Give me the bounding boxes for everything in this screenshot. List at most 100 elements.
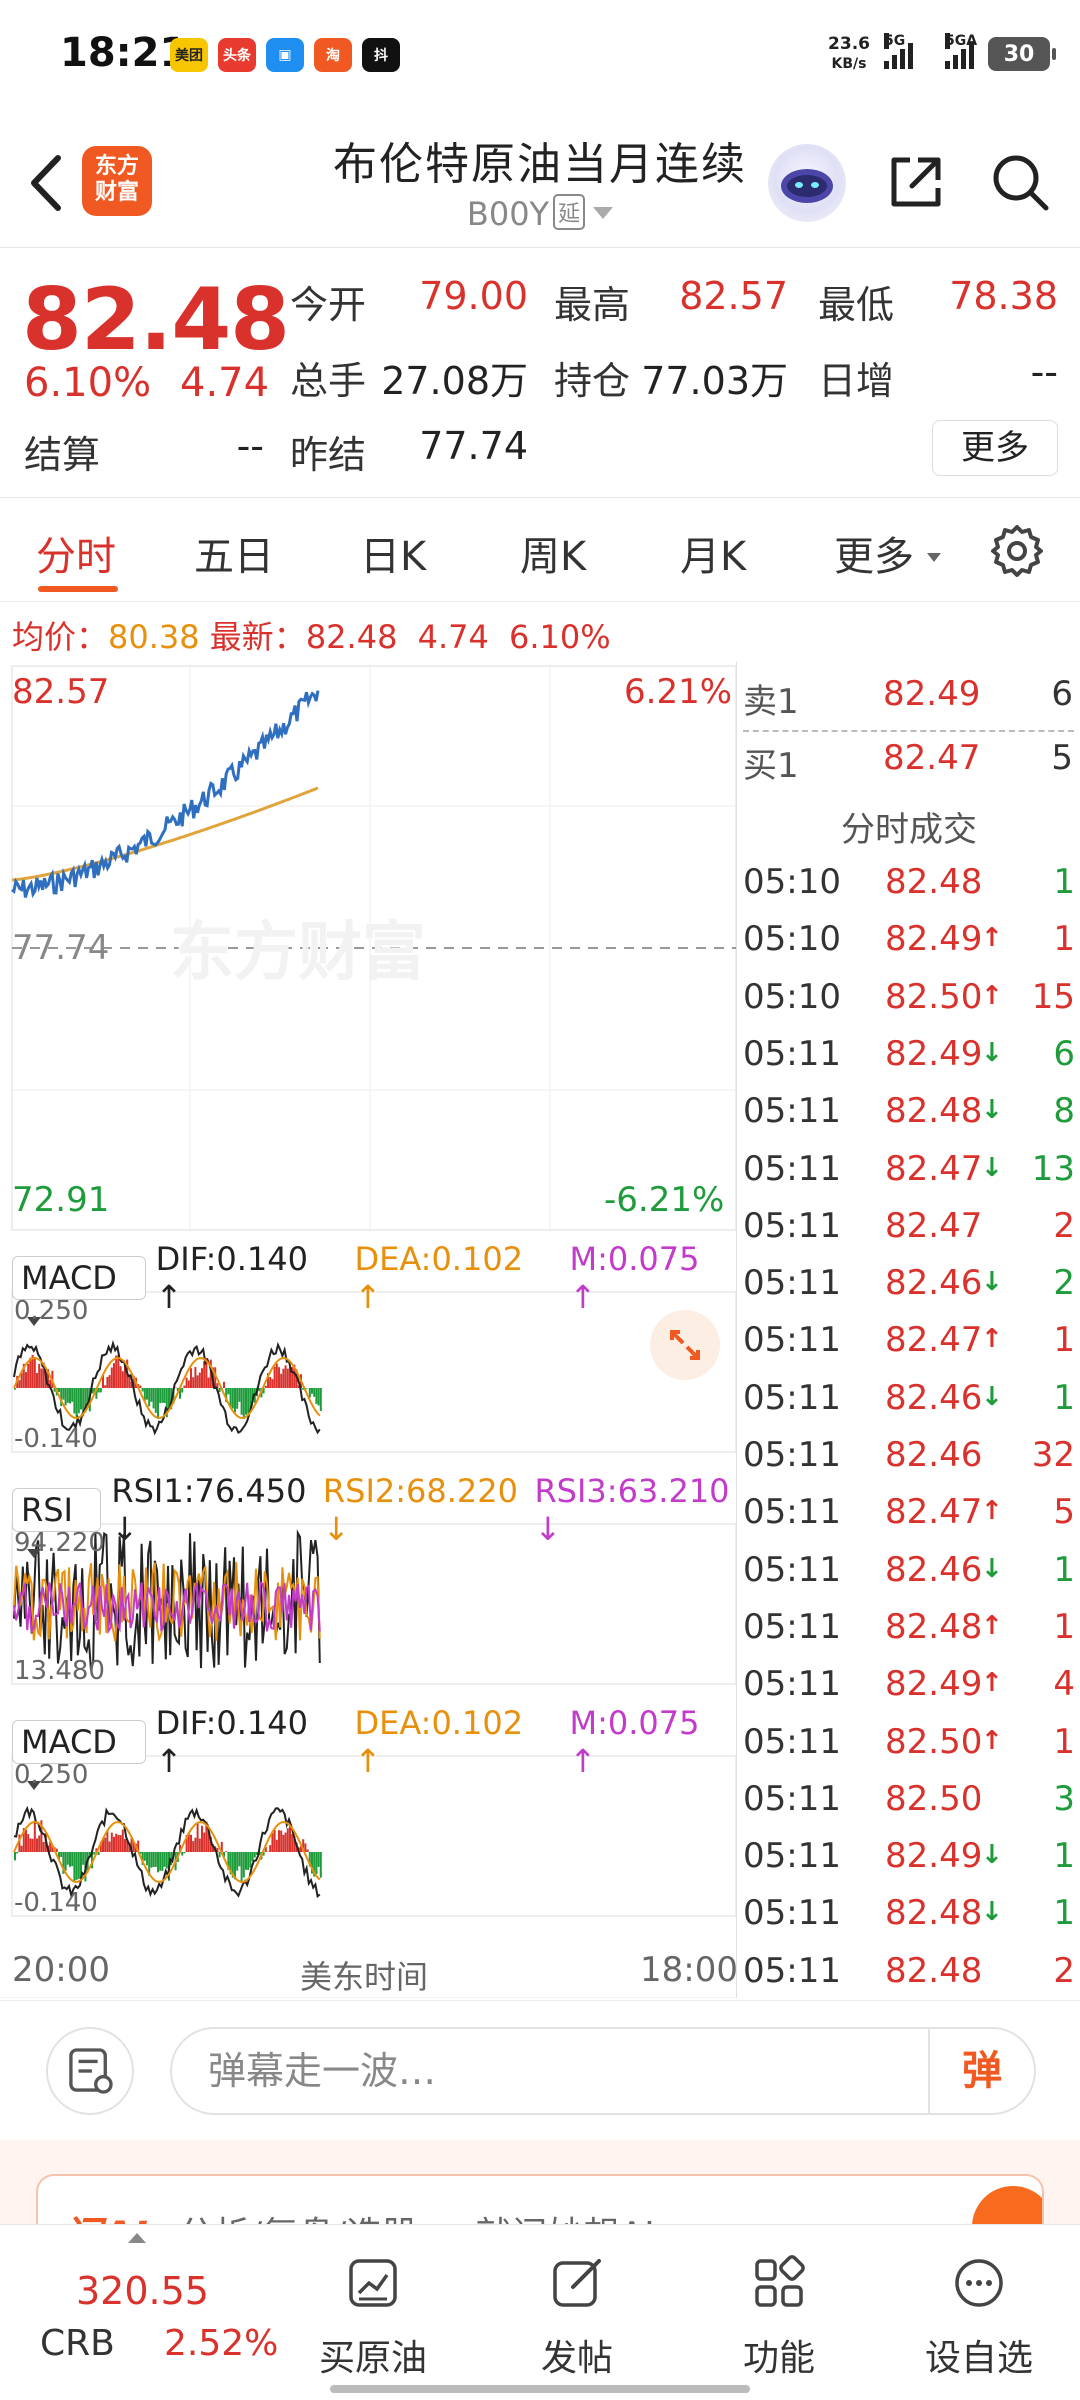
macd-bar (293, 1836, 296, 1852)
macd-bar (124, 1362, 126, 1388)
macd-bar (18, 1834, 21, 1852)
macd-bar (273, 1366, 276, 1388)
macd-bar (242, 1852, 245, 1878)
macd-bar (69, 1852, 71, 1867)
macd1-dif: DIF:0.140 ↑ (155, 1240, 308, 1316)
macd-bar (82, 1388, 85, 1417)
macd-bar (20, 1845, 23, 1852)
rsi-top-label: 94.220 (14, 1528, 105, 1558)
gear-icon[interactable] (988, 522, 1046, 580)
chart-icon (349, 2259, 397, 2307)
edit-icon (553, 2259, 601, 2307)
tab-monthly-k[interactable]: 月K (680, 534, 747, 580)
macd2-bottom-label: -0.140 (14, 1888, 98, 1918)
share-icon[interactable] (884, 150, 948, 214)
tick-volume: 13 (1031, 1148, 1075, 1189)
macd-bar (249, 1852, 252, 1868)
macd-bar (106, 1376, 109, 1388)
macd-bar (190, 1834, 192, 1852)
search-icon[interactable] (988, 150, 1052, 214)
macd-bar (108, 1841, 111, 1852)
macd1-indicator-select[interactable]: MACD (12, 1256, 146, 1326)
macd-bar (20, 1373, 23, 1388)
ai-banner[interactable]: 问AI 分析/复盘/选股 ... 就问妙想AI (0, 2140, 1080, 2234)
tick-price: 82.47 (885, 1205, 983, 1246)
macd2-indicator-select[interactable]: MACD (12, 1720, 146, 1790)
macd-bar (181, 1388, 184, 1393)
macd-bar (157, 1852, 159, 1873)
macd-bar (227, 1388, 230, 1395)
tick-price: 82.50 (885, 1721, 983, 1762)
macd1-name: MACD (21, 1259, 117, 1297)
rsi-indicator-select[interactable]: RSI (12, 1488, 102, 1558)
tick-row: 05:11 82.47 2 (737, 1206, 1080, 1263)
tab-intraday[interactable]: 分时 (36, 534, 116, 580)
contract-selector[interactable]: B00Y 延 (0, 194, 1080, 233)
macd-bar (71, 1852, 74, 1867)
macd-bar (99, 1388, 102, 1393)
macd-bar (216, 1383, 219, 1388)
macd-bar (86, 1388, 89, 1405)
macd-bar (317, 1852, 320, 1867)
macd-bar (22, 1363, 25, 1388)
macd-bar (168, 1388, 170, 1410)
tick-price: 82.49 (885, 1033, 983, 1074)
macd-bar (194, 1367, 197, 1388)
macd-bar (132, 1375, 135, 1388)
home-indicator[interactable] (330, 2385, 750, 2393)
macd-bar (64, 1852, 67, 1871)
macd-bar (183, 1385, 186, 1388)
nav-add-watchlist[interactable]: 设自选 (904, 2225, 1054, 2400)
tick-row: 05:11 82.47 ↓ 13 (737, 1149, 1080, 1206)
signal-label-1: 5G (884, 33, 906, 49)
tick-time: 05:11 (743, 1377, 841, 1418)
macd-bar (212, 1844, 214, 1852)
macd2-dif-value: DIF:0.140 (155, 1704, 308, 1742)
danmu-toggle-button[interactable]: 弹 (928, 2029, 1034, 2113)
ticks-title[interactable]: 分时成交 (841, 810, 977, 850)
macd-bar (88, 1852, 91, 1856)
back-icon[interactable] (22, 148, 72, 218)
tick-price: 82.50 (885, 1778, 983, 1819)
more-button[interactable]: 更多 (932, 420, 1058, 476)
macd-bar (185, 1377, 188, 1388)
chart-tabs: 分时 五日 日K 周K 月K 更多 (0, 498, 1080, 602)
tick-time: 05:11 (743, 1778, 841, 1819)
macd-bar (150, 1388, 153, 1402)
nav-buy-oil[interactable]: 买原油 (298, 2225, 448, 2400)
comment-bar: 弹幕走一波… 弹 (0, 2000, 1080, 2140)
tick-volume: 1 (1053, 1549, 1075, 1590)
macd-bar (278, 1830, 280, 1852)
tab-more[interactable]: 更多 (834, 524, 941, 582)
tick-volume: 15 (1031, 976, 1075, 1017)
nav-functions[interactable]: 功能 (704, 2225, 854, 2400)
macd-bar (229, 1852, 232, 1875)
tab-five-day[interactable]: 五日 (194, 534, 274, 580)
expand-chart-button[interactable] (650, 1310, 720, 1380)
macd-bar (33, 1357, 36, 1388)
danmu-input[interactable]: 弹幕走一波… (170, 2027, 1036, 2115)
tick-volume: 2 (1053, 1205, 1075, 1246)
logo-line-1: 东方 (94, 154, 139, 179)
rsi-header: RSI RSI1:76.450 ↓ RSI2:68.220 ↓ RSI3:63.… (12, 1472, 736, 1558)
macd-bar (275, 1839, 278, 1852)
nav-post[interactable]: 发帖 (502, 2225, 652, 2400)
last-price: 82.48 (22, 270, 290, 370)
macd1-header: MACD DIF:0.140 ↑ DEA:0.102 ↑ M:0.075 ↑ (12, 1240, 736, 1326)
tab-weekly-k[interactable]: 周K (520, 534, 587, 580)
ai-robot-icon[interactable] (768, 144, 846, 222)
macd-bar (128, 1374, 131, 1388)
macd-bar (190, 1368, 192, 1388)
tab-daily-k[interactable]: 日K (360, 534, 427, 580)
rsi2-line (13, 1562, 321, 1643)
delayed-tag: 延 (553, 194, 586, 230)
macd-bar (308, 1388, 311, 1398)
macd-bar (60, 1852, 63, 1857)
caret-down-icon (27, 1549, 41, 1558)
macd-bar (80, 1852, 82, 1880)
note-icon[interactable] (46, 2027, 134, 2115)
chart-area[interactable]: 东方财富 82.57 6.21% 77.74 72.91 -6.21% MACD… (0, 662, 738, 1998)
crb-percent: 2.52% (164, 2323, 279, 2364)
taobao-app-icon: 淘 (314, 38, 352, 72)
signal-label-2: 5GA (945, 33, 978, 49)
